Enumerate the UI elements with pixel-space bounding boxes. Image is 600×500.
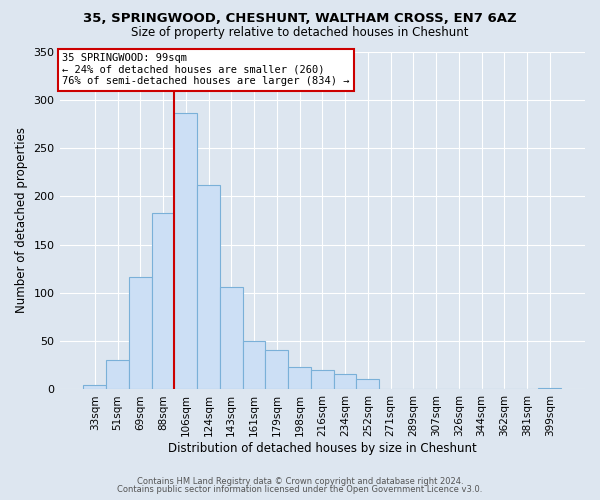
Text: 35 SPRINGWOOD: 99sqm
← 24% of detached houses are smaller (260)
76% of semi-deta: 35 SPRINGWOOD: 99sqm ← 24% of detached h…	[62, 53, 350, 86]
Y-axis label: Number of detached properties: Number of detached properties	[15, 128, 28, 314]
Bar	[220, 287, 242, 390]
Text: Contains public sector information licensed under the Open Government Licence v3: Contains public sector information licen…	[118, 484, 482, 494]
Bar	[311, 370, 334, 390]
Bar	[83, 384, 106, 390]
Bar	[197, 185, 220, 390]
Bar	[129, 278, 152, 390]
X-axis label: Distribution of detached houses by size in Cheshunt: Distribution of detached houses by size …	[168, 442, 476, 455]
Bar	[334, 374, 356, 390]
Text: Contains HM Land Registry data © Crown copyright and database right 2024.: Contains HM Land Registry data © Crown c…	[137, 477, 463, 486]
Bar	[175, 114, 197, 390]
Text: 35, SPRINGWOOD, CHESHUNT, WALTHAM CROSS, EN7 6AZ: 35, SPRINGWOOD, CHESHUNT, WALTHAM CROSS,…	[83, 12, 517, 26]
Bar	[242, 341, 265, 390]
Bar	[356, 379, 379, 390]
Bar	[265, 350, 288, 390]
Bar	[152, 213, 175, 390]
Bar	[106, 360, 129, 390]
Bar	[288, 367, 311, 390]
Bar	[538, 388, 561, 390]
Text: Size of property relative to detached houses in Cheshunt: Size of property relative to detached ho…	[131, 26, 469, 39]
